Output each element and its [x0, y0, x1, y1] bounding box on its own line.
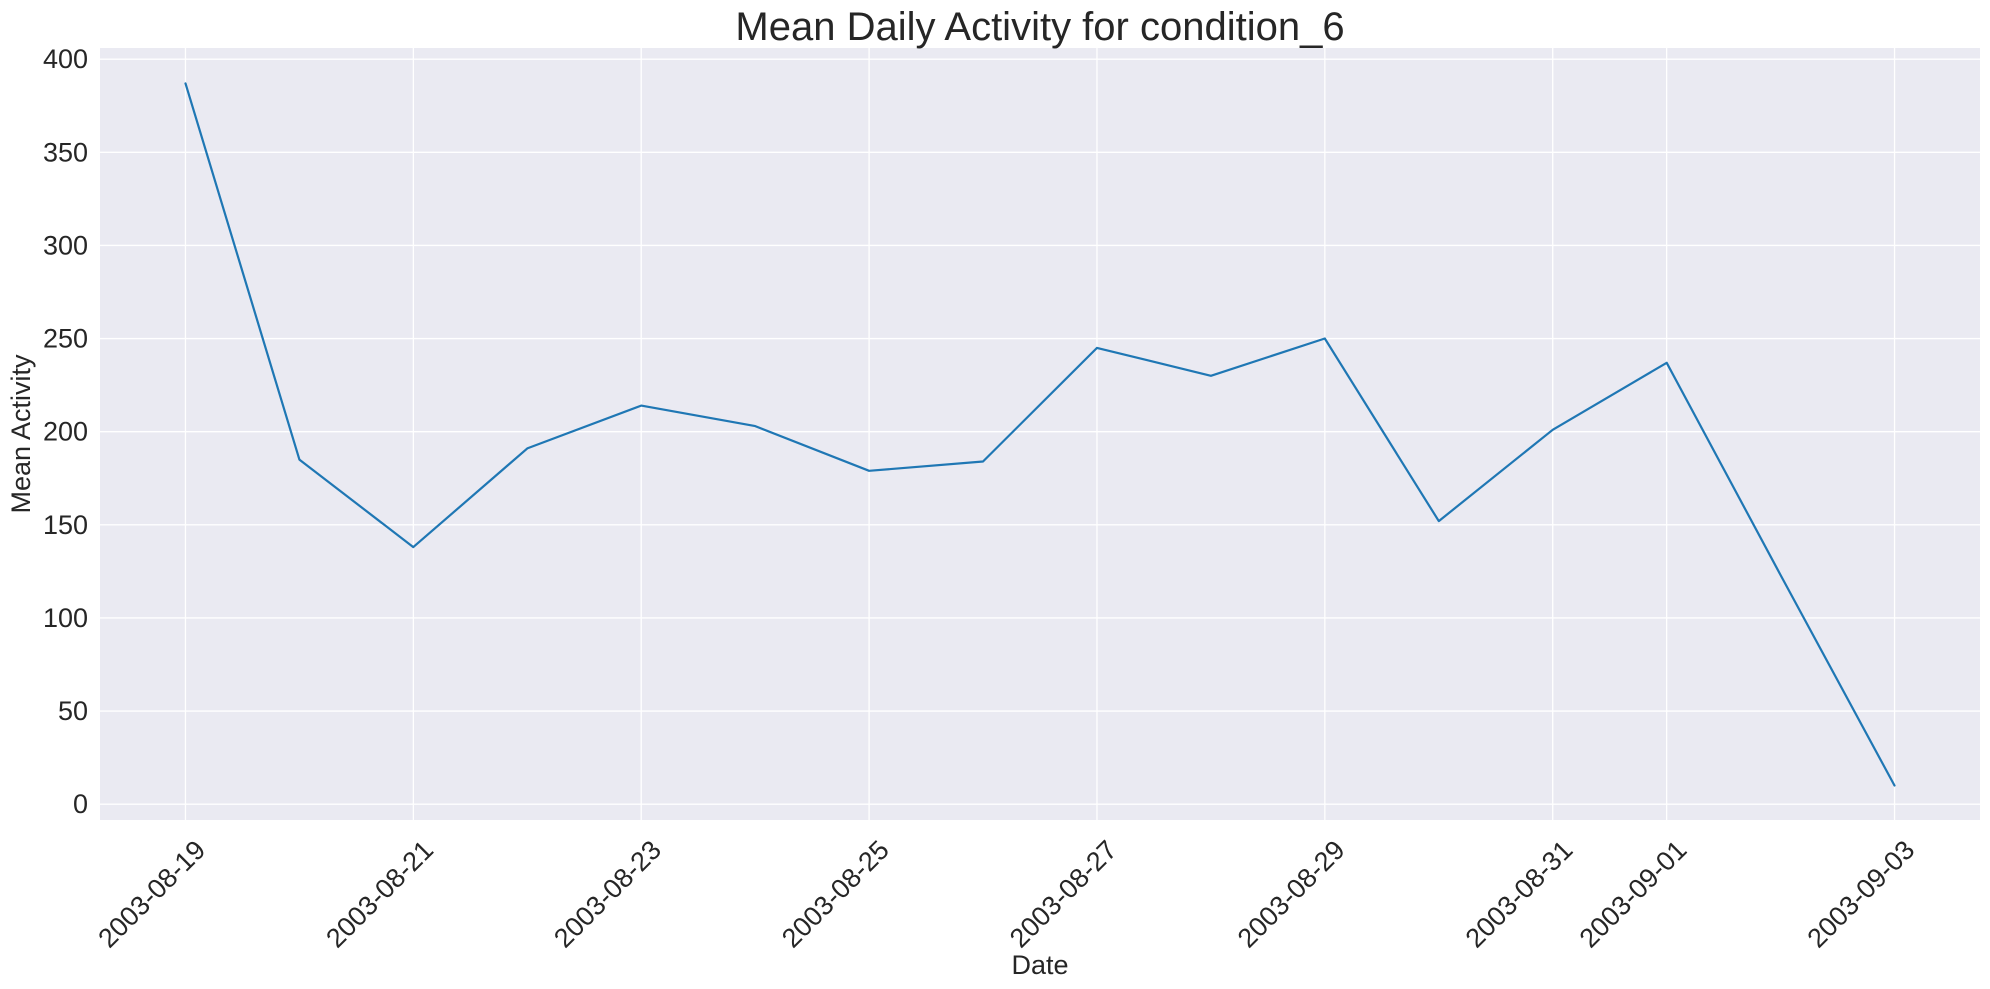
y-tick-label-3: 150: [43, 510, 88, 540]
y-tick-label-8: 400: [43, 44, 88, 74]
y-tick-label-2: 100: [43, 603, 88, 633]
y-tick-label-5: 250: [43, 324, 88, 354]
x-tick-label-0: 2003-08-19: [92, 835, 211, 954]
x-tick-label-1: 2003-08-21: [320, 835, 439, 954]
y-tick-label-1: 50: [58, 696, 88, 726]
series: [184, 82, 1896, 787]
series-line-0: [184, 82, 1896, 787]
y-tick-label-4: 200: [43, 417, 88, 447]
x-tick-label-8: 2003-09-03: [1801, 835, 1920, 954]
y-axis-label: Mean Activity: [6, 354, 36, 514]
y-tick-label-6: 300: [43, 230, 88, 260]
x-tick-label-4: 2003-08-27: [1004, 835, 1123, 954]
x-tick-label-6: 2003-08-31: [1460, 835, 1579, 954]
y-axis-ticks: 0 50 100 150 200 250 300 350 400: [43, 44, 88, 819]
x-tick-label-5: 2003-08-29: [1232, 835, 1351, 954]
chart-title: Mean Daily Activity for condition_6: [735, 5, 1344, 49]
x-tick-label-3: 2003-08-25: [776, 835, 895, 954]
x-axis-label: Date: [1011, 950, 1068, 980]
plot-background: [100, 48, 1980, 820]
x-tick-label-2: 2003-08-23: [548, 835, 667, 954]
y-tick-label-7: 350: [43, 137, 88, 167]
y-tick-label-0: 0: [73, 789, 88, 819]
x-axis-ticks: 2003-08-19 2003-08-21 2003-08-23 2003-08-25…: [92, 835, 1920, 954]
grid: [100, 48, 1980, 820]
x-tick-label-7: 2003-09-01: [1574, 835, 1693, 954]
